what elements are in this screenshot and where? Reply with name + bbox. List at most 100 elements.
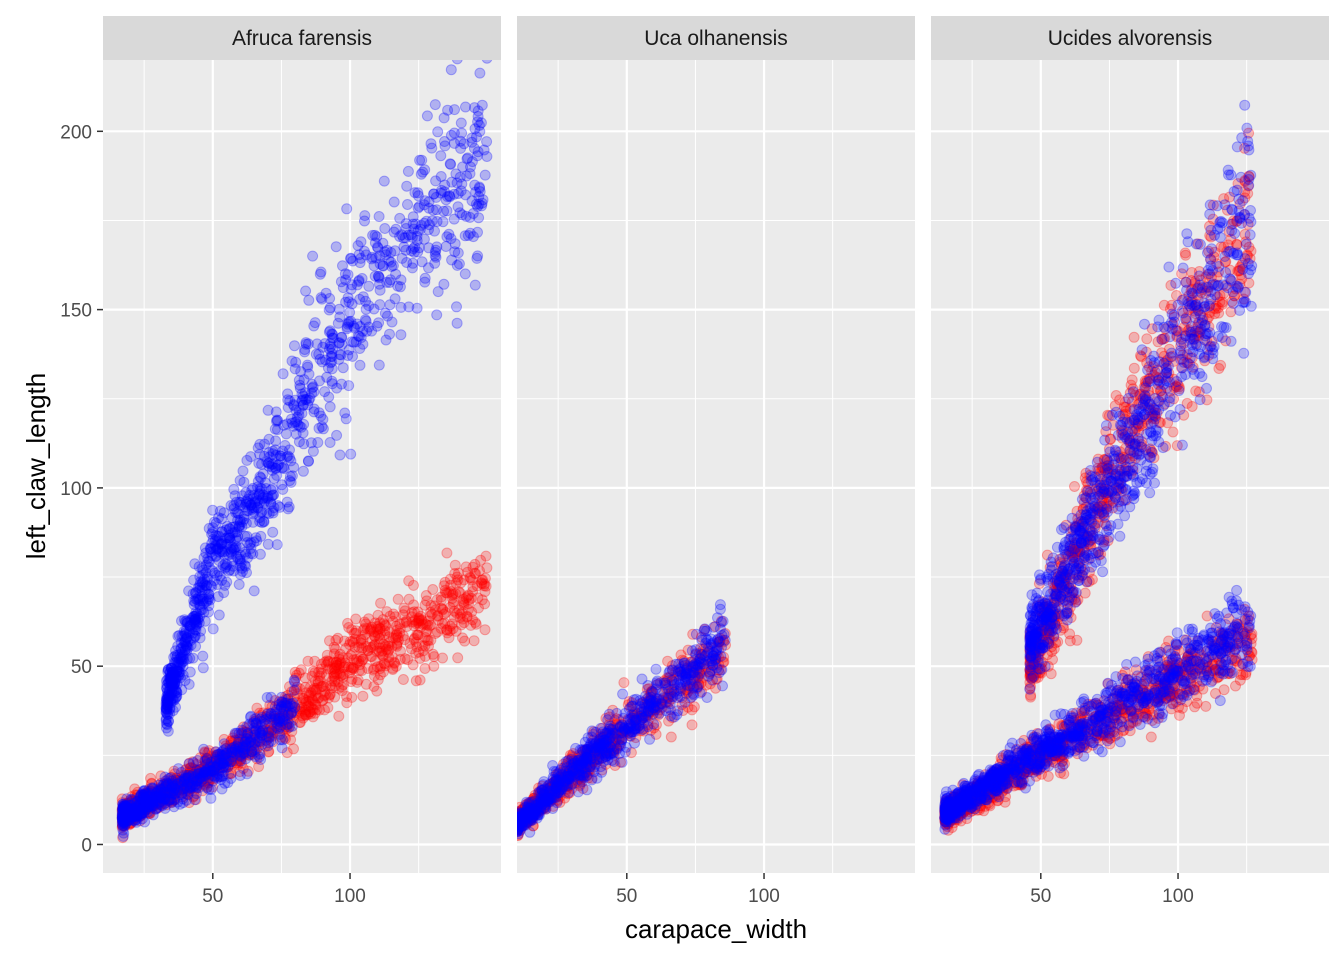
data-point	[126, 807, 138, 819]
data-point	[238, 749, 249, 761]
data-point	[406, 611, 418, 623]
data-point	[159, 797, 171, 809]
data-point	[125, 803, 137, 815]
facet-panel: Uca olhanensis	[517, 16, 915, 873]
data-point	[215, 752, 227, 764]
data-point	[145, 802, 157, 814]
data-point	[449, 104, 460, 116]
data-point	[190, 783, 202, 794]
data-point	[399, 653, 411, 665]
data-point	[215, 753, 227, 765]
data-point	[133, 811, 145, 823]
data-point	[201, 781, 213, 793]
data-point	[237, 565, 248, 577]
data-point	[249, 713, 260, 725]
data-point	[126, 810, 138, 822]
data-point	[381, 244, 393, 256]
data-point	[225, 756, 237, 768]
data-point	[262, 707, 274, 719]
data-point	[451, 607, 463, 619]
data-point	[139, 797, 151, 809]
data-point	[140, 803, 152, 815]
data-point	[200, 763, 212, 775]
data-point	[294, 716, 306, 728]
data-point	[204, 769, 216, 781]
data-point	[160, 784, 172, 796]
data-point	[354, 664, 366, 676]
data-point	[401, 621, 413, 632]
data-point	[460, 592, 472, 604]
data-point	[131, 809, 143, 821]
data-point	[359, 215, 370, 227]
data-point	[404, 638, 416, 649]
data-point	[235, 753, 247, 765]
data-point	[388, 196, 400, 208]
data-point	[374, 642, 386, 654]
data-point	[202, 764, 214, 776]
data-point	[179, 777, 191, 789]
data-point	[154, 783, 165, 794]
data-point	[201, 765, 213, 777]
data-point	[392, 593, 404, 605]
data-point	[369, 638, 381, 650]
data-point	[266, 720, 278, 732]
data-point	[230, 734, 241, 746]
data-point	[359, 616, 371, 628]
data-point	[264, 723, 276, 735]
data-point	[284, 713, 296, 725]
data-point	[378, 175, 390, 187]
data-point	[235, 751, 247, 763]
data-point	[132, 803, 144, 815]
data-point	[160, 778, 172, 790]
data-point	[200, 766, 212, 778]
data-point	[468, 635, 480, 647]
data-point	[303, 691, 315, 703]
data-point	[188, 610, 200, 622]
data-point	[174, 782, 186, 794]
data-point	[255, 710, 267, 722]
data-point	[178, 773, 190, 785]
data-point	[124, 810, 136, 822]
panel-background	[103, 60, 501, 873]
data-point	[191, 764, 203, 775]
data-point	[387, 662, 399, 674]
data-point	[123, 813, 135, 824]
data-point	[449, 568, 461, 579]
data-point	[374, 617, 386, 629]
data-point	[156, 793, 167, 805]
data-point	[126, 805, 138, 817]
data-point	[428, 651, 440, 663]
data-point	[286, 698, 297, 710]
data-point	[169, 768, 181, 780]
data-point	[175, 778, 187, 790]
data-point	[118, 813, 130, 825]
data-point	[171, 774, 183, 786]
data-point	[289, 676, 301, 688]
data-point	[458, 597, 470, 609]
data-point	[644, 733, 656, 745]
data-point	[390, 223, 402, 235]
data-point	[432, 610, 443, 622]
data-point	[234, 766, 246, 778]
data-point	[429, 246, 441, 258]
data-point	[136, 799, 148, 810]
data-point	[348, 627, 360, 639]
data-point	[120, 814, 132, 826]
data-point	[297, 399, 309, 411]
data-point	[390, 629, 402, 641]
data-point	[175, 779, 186, 791]
data-point	[300, 697, 312, 708]
data-point	[401, 180, 413, 192]
data-point	[469, 279, 481, 291]
data-point	[130, 799, 142, 811]
data-point	[163, 790, 175, 802]
data-point	[117, 816, 128, 828]
data-point	[453, 604, 465, 616]
data-point	[238, 739, 250, 751]
data-point	[387, 608, 399, 620]
data-point	[173, 782, 185, 794]
data-point	[133, 803, 145, 815]
data-point	[265, 713, 276, 724]
data-point	[375, 597, 387, 609]
data-point	[238, 726, 250, 738]
